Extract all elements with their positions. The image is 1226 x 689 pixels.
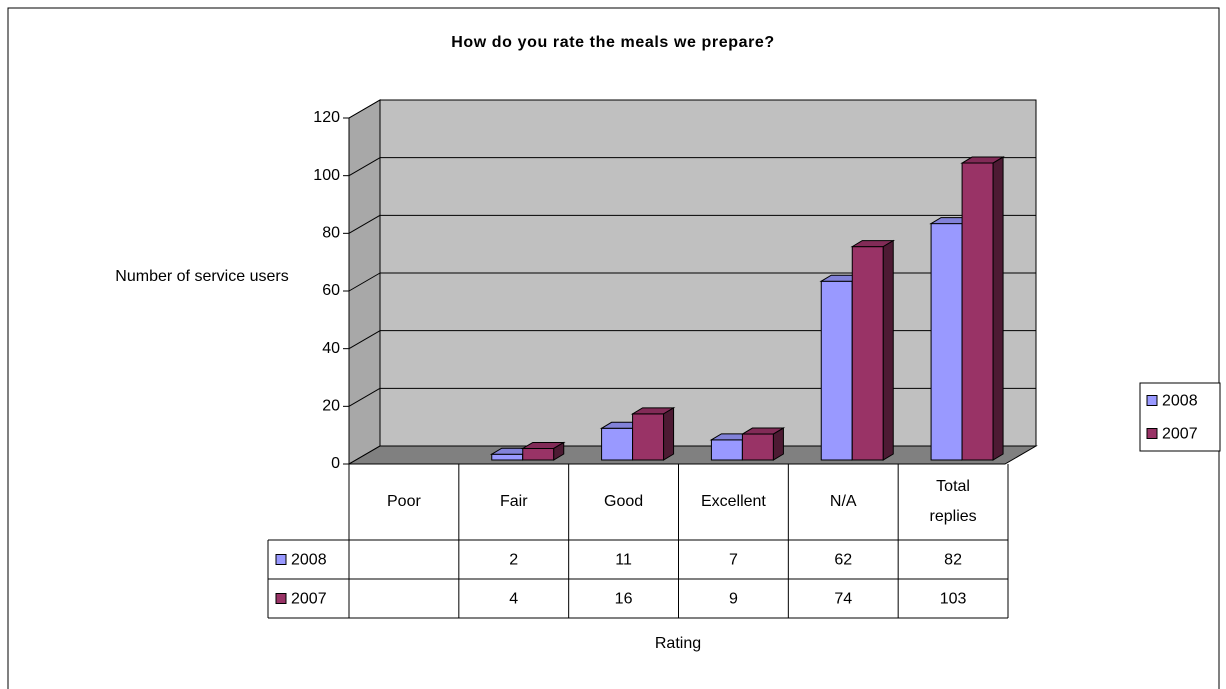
x-tick-label: Poor	[387, 493, 421, 510]
y-tick-label: 40	[322, 340, 340, 357]
grid-line-side	[348, 445, 381, 465]
x-tick-label: N/A	[829, 493, 857, 510]
x-tick-label: Fair	[499, 493, 528, 510]
grid-line-side	[348, 214, 381, 234]
chart-title: How do you rate the meals we prepare?	[451, 34, 775, 51]
bar-side	[882, 239, 894, 461]
table-series-label: 2007	[291, 591, 327, 608]
y-tick-label: 60	[322, 282, 340, 299]
y-tick-label: 100	[313, 167, 340, 184]
y-tick-label: 80	[322, 225, 340, 242]
table-value: 103	[940, 591, 967, 608]
bar-side	[772, 427, 784, 461]
grid-line-side	[348, 387, 381, 407]
legend-label: 2007	[1162, 426, 1198, 443]
grid-line-side	[348, 157, 381, 177]
bar-front	[710, 439, 743, 461]
table-value: 82	[944, 552, 962, 569]
legend-key	[1146, 428, 1158, 439]
bar-front	[851, 246, 884, 461]
table-key	[275, 593, 287, 604]
bar-front	[601, 427, 634, 461]
table-value: 9	[729, 591, 738, 608]
x-axis-title: Rating	[655, 635, 701, 652]
bar-side	[663, 406, 675, 461]
bar-side	[992, 156, 1004, 461]
y-tick-label: 20	[322, 398, 340, 415]
bar-front	[961, 162, 994, 461]
bar-front	[741, 433, 774, 461]
bar-front	[522, 447, 555, 461]
grid-line-side	[348, 330, 381, 350]
table-series-label: 2008	[291, 552, 327, 569]
table-value: 62	[834, 552, 852, 569]
bar-front	[632, 413, 665, 461]
table-key	[275, 554, 287, 565]
x-tick-label: Good	[604, 493, 644, 510]
y-tick-label: 0	[331, 455, 340, 472]
x-tick-label: Total replies	[929, 478, 977, 525]
grid-line-side	[348, 99, 381, 119]
y-axis-title: Number of service users	[115, 268, 289, 285]
x-tick-label: Excellent	[700, 493, 766, 510]
legend-key	[1146, 395, 1158, 406]
table-value: 11	[615, 552, 632, 569]
table-value: 16	[615, 591, 633, 608]
bar-front	[930, 223, 963, 461]
legend-label: 2008	[1162, 393, 1198, 410]
bar-side	[553, 441, 565, 461]
bar-front	[491, 453, 524, 461]
bar-front	[820, 280, 853, 461]
legend-box	[1139, 382, 1221, 452]
table-value: 4	[509, 591, 518, 608]
table-value: 2	[509, 552, 518, 569]
table-value: 74	[834, 591, 852, 608]
grid-line-side	[348, 272, 381, 292]
table-value: 7	[729, 552, 738, 569]
y-tick-label: 120	[313, 109, 340, 126]
